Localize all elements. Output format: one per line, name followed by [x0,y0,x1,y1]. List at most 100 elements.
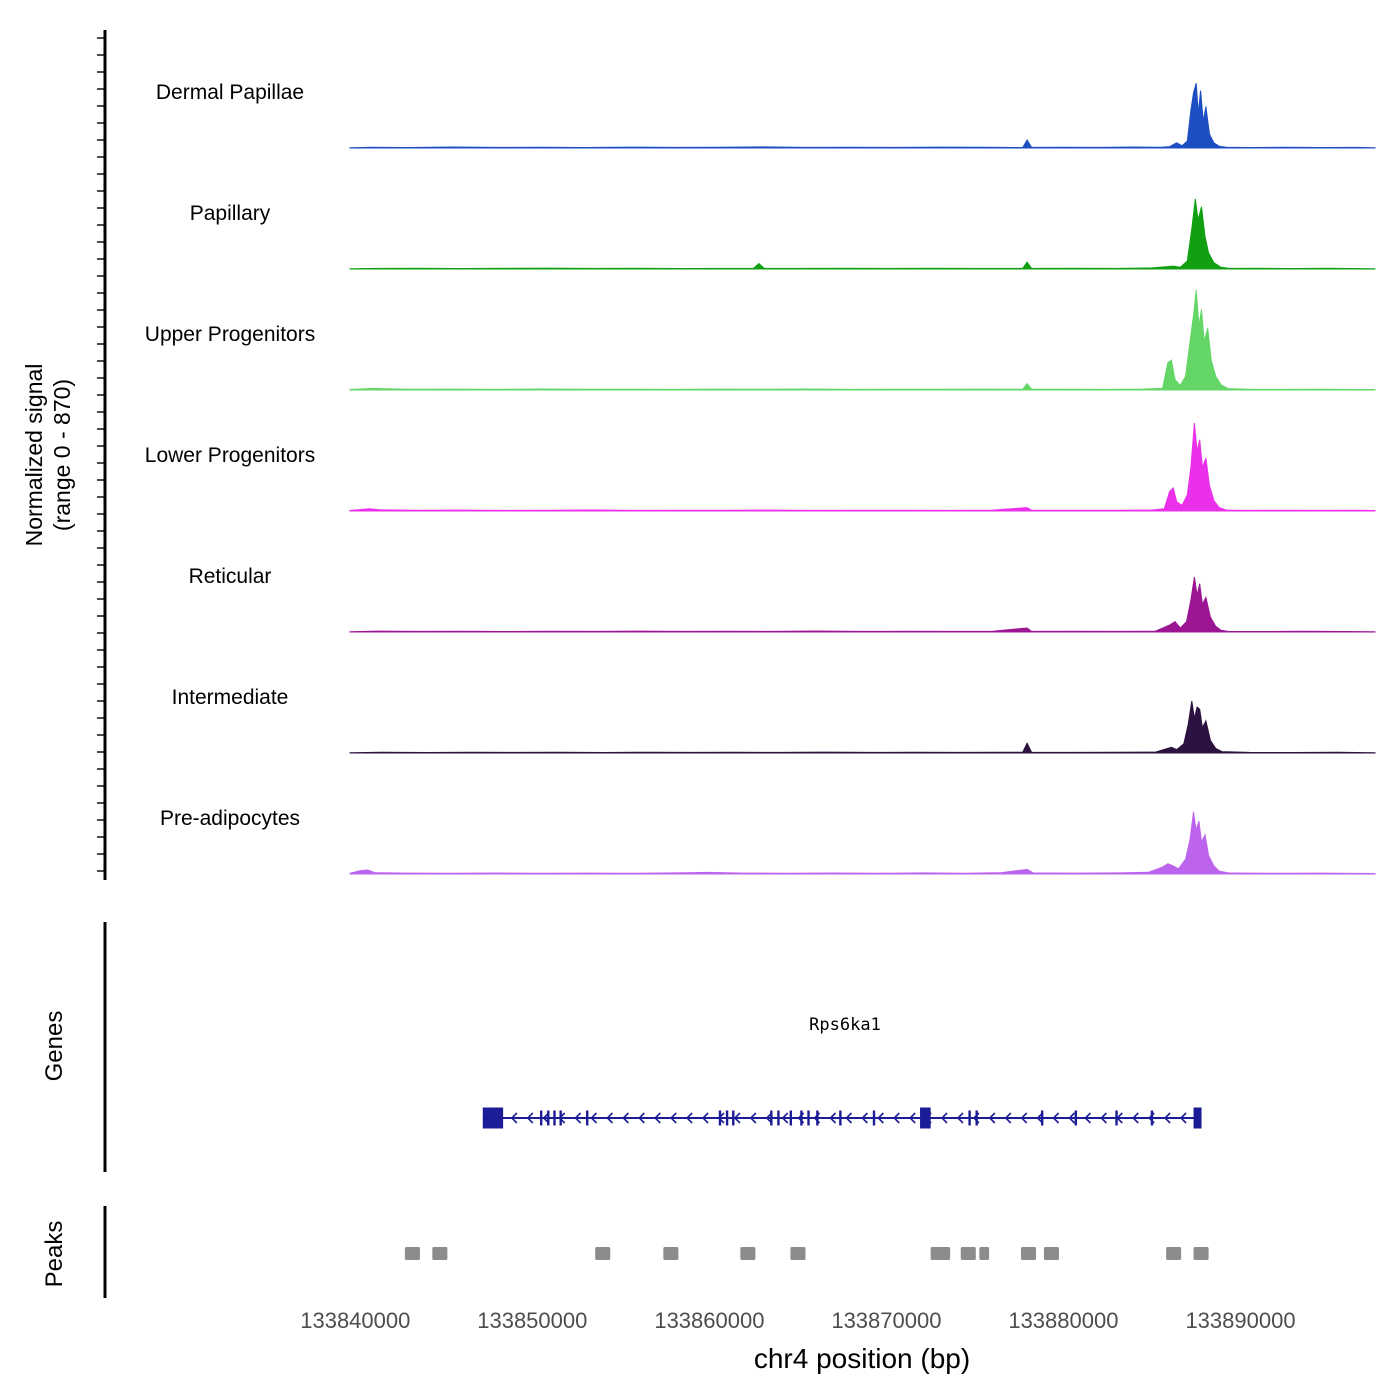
gene-exon-tick [547,1110,550,1126]
gene-strand-arrow [654,1112,661,1124]
gene-strand-arrow [1020,1112,1028,1124]
gene-exon-tick [553,1110,556,1126]
gene-exon-box [920,1107,931,1129]
x-tick-label: 133850000 [477,1308,587,1333]
gene-strand-arrow [909,1112,916,1124]
gene-exon-tick [1115,1110,1118,1126]
gene-exon-tick [800,1110,803,1126]
peak-box [979,1247,990,1260]
gene-name-label: Rps6ka1 [809,1015,881,1035]
gene-strand-arrow [765,1112,773,1124]
gene-exon-tick [559,1110,562,1126]
peak-box [1193,1247,1209,1260]
gene-strand-arrow [1132,1112,1139,1124]
gene-exon-tick [839,1110,842,1126]
gene-strand-arrow [1100,1112,1107,1124]
y-axis-label-line1: Normalized signal [21,364,47,547]
gene-exon-box [1193,1107,1202,1129]
gene-strand-arrow [877,1112,884,1124]
signal-track-pre-adipocytes [349,811,1376,875]
gene-exon-tick [807,1110,810,1126]
peak-box [740,1247,756,1260]
peak-box [432,1247,448,1260]
y-axis-label-line2: (range 0 - 870) [49,379,75,531]
peak-box [1020,1247,1036,1260]
genes-section-label: Genes [41,1011,68,1082]
track-label-pre-adipocytes: Pre-adipocytes [160,807,300,830]
gene-strand-arrow [1052,1112,1060,1124]
track-label-dermal-papillae: Dermal Papillae [156,81,304,104]
gene-exon-tick [816,1110,819,1126]
gene-strand-arrow [781,1112,789,1124]
gene-exon-tick [1074,1110,1078,1126]
peak-box [1043,1247,1060,1260]
gene-strand-arrow [733,1112,741,1124]
gene-strand-arrow [622,1112,629,1124]
x-tick-label: 133870000 [831,1308,941,1333]
gene-exon-tick [789,1110,793,1126]
peak-box [663,1247,679,1260]
gene-exon-tick [1150,1110,1154,1126]
signal-track-reticular [349,577,1376,633]
gene-strand-arrow [956,1112,964,1124]
gene-strand-arrow [845,1112,853,1124]
gene-strand-arrow [988,1112,996,1124]
gene-exon-tick [725,1110,729,1126]
gene-strand-arrow [638,1112,645,1124]
gene-strand-arrow [574,1112,582,1124]
track-label-upper-progenitors: Upper Progenitors [145,323,315,346]
render-layer [97,30,1376,1298]
gene-exon-tick [777,1110,780,1126]
gene-strand-arrow [1036,1112,1044,1124]
gene-exon-tick [539,1110,543,1126]
gene-strand-arrow [893,1112,900,1124]
gene-exon-tick [975,1110,978,1126]
gene-strand-arrow [1163,1112,1171,1124]
signal-track-lower-progenitors [349,423,1376,512]
gene-strand-arrow [749,1112,757,1124]
gene-exon-tick [1040,1110,1044,1126]
gene-strand-arrow [606,1112,614,1124]
track-label-intermediate: Intermediate [172,686,289,709]
x-tick-label: 133890000 [1185,1308,1295,1333]
peaks-section-label: Peaks [41,1221,68,1288]
signal-track-upper-progenitors [349,289,1376,391]
gene-strand-arrow [1068,1112,1076,1124]
peak-box [595,1247,611,1260]
x-axis-title: chr4 position (bp) [754,1343,970,1374]
gene-strand-arrow [685,1112,693,1124]
signal-track-papillary [349,198,1376,270]
gene-strand-arrow [1004,1112,1012,1124]
peak-box [960,1247,976,1260]
text-layer: Normalized signal (range 0 - 870) Dermal… [21,81,1296,1374]
signal-track-intermediate [349,700,1376,754]
gene-strand-arrow [940,1112,948,1124]
track-label-lower-progenitors: Lower Progenitors [145,444,315,467]
gene-strand-arrow [1084,1112,1092,1124]
x-tick-label: 133840000 [300,1308,410,1333]
gene-strand-arrow [1179,1112,1187,1124]
peak-box [930,1247,951,1260]
gene-exon-tick [968,1110,971,1126]
track-label-papillary: Papillary [190,202,271,225]
gene-strand-arrow [829,1112,837,1124]
gene-exon-box [482,1107,504,1129]
signal-track-dermal-papillae [349,82,1376,149]
peak-box [790,1247,806,1260]
gene-strand-arrow [670,1112,677,1124]
gene-strand-arrow [590,1112,598,1124]
peak-box [1166,1247,1182,1260]
gene-exon-tick [732,1110,735,1126]
gene-strand-arrow [510,1112,518,1124]
track-label-reticular: Reticular [189,565,272,588]
gene-exon-tick [586,1110,589,1126]
gene-strand-arrow [542,1112,550,1124]
gene-exon-tick [770,1110,773,1126]
gene-exon-tick [718,1110,722,1126]
x-tick-label: 133860000 [654,1308,764,1333]
peak-box [404,1247,420,1260]
gene-exon-tick [872,1110,876,1126]
x-tick-label: 133880000 [1008,1308,1118,1333]
